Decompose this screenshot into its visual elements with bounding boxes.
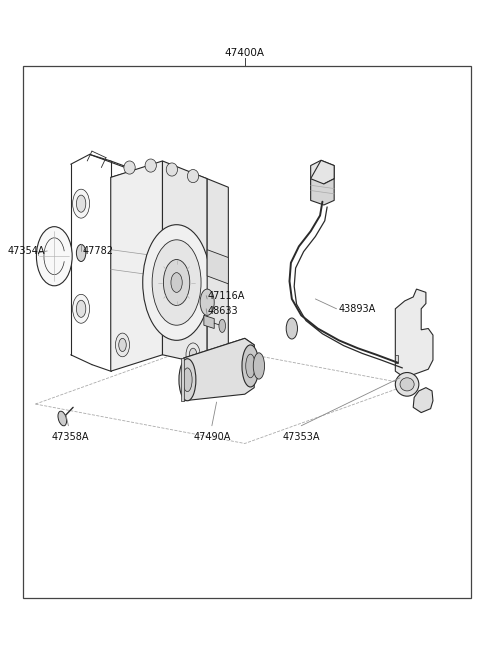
Text: 48633: 48633 [207, 306, 238, 316]
Ellipse shape [219, 319, 226, 332]
Ellipse shape [166, 163, 178, 176]
Text: 47354A: 47354A [7, 246, 45, 256]
Ellipse shape [286, 318, 298, 339]
Text: 43893A: 43893A [339, 304, 376, 314]
Polygon shape [396, 289, 433, 378]
Ellipse shape [183, 368, 192, 392]
Ellipse shape [124, 161, 135, 174]
Text: 47400A: 47400A [225, 48, 265, 58]
Text: 47353A: 47353A [283, 432, 320, 442]
Ellipse shape [179, 359, 196, 401]
Ellipse shape [200, 289, 214, 315]
Polygon shape [413, 388, 433, 413]
Ellipse shape [242, 345, 259, 387]
Polygon shape [204, 315, 214, 328]
Ellipse shape [115, 333, 130, 357]
Polygon shape [311, 160, 334, 191]
Ellipse shape [189, 348, 197, 361]
Polygon shape [181, 358, 184, 401]
Polygon shape [111, 162, 207, 194]
Text: 47490A: 47490A [193, 432, 230, 442]
Ellipse shape [76, 195, 86, 212]
Ellipse shape [72, 189, 90, 218]
Ellipse shape [246, 354, 255, 378]
Ellipse shape [187, 170, 199, 183]
Ellipse shape [76, 300, 86, 317]
Ellipse shape [171, 273, 182, 292]
Polygon shape [162, 161, 207, 365]
Ellipse shape [145, 159, 156, 172]
Polygon shape [207, 250, 228, 284]
Ellipse shape [58, 411, 67, 426]
Ellipse shape [76, 244, 86, 261]
Ellipse shape [119, 338, 126, 351]
Polygon shape [111, 161, 162, 371]
Polygon shape [184, 338, 254, 401]
Ellipse shape [72, 294, 90, 323]
Ellipse shape [36, 227, 72, 286]
Polygon shape [311, 160, 334, 184]
Ellipse shape [152, 240, 201, 325]
Polygon shape [207, 179, 228, 373]
Text: 47358A: 47358A [52, 432, 89, 442]
Ellipse shape [186, 343, 200, 367]
Ellipse shape [163, 260, 190, 306]
Ellipse shape [400, 378, 414, 391]
Ellipse shape [143, 225, 210, 340]
Polygon shape [396, 355, 397, 363]
Polygon shape [184, 338, 254, 378]
Ellipse shape [253, 353, 264, 379]
Polygon shape [311, 179, 334, 205]
Text: 47116A: 47116A [207, 290, 244, 301]
Text: 47782: 47782 [83, 246, 113, 256]
Ellipse shape [396, 373, 419, 396]
